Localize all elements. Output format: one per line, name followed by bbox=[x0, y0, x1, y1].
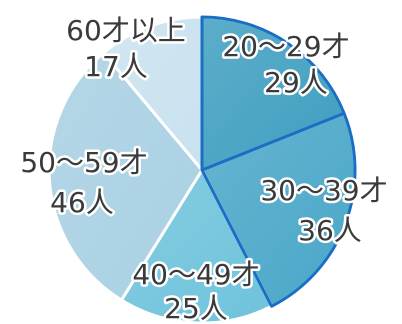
slice-category-label: 30～39才 bbox=[260, 174, 387, 207]
slice-value-label: 17人 bbox=[84, 50, 148, 83]
slice-category-label: 20～29才 bbox=[222, 30, 349, 63]
pie-slices bbox=[47, 15, 357, 324]
pie-slice-outlines bbox=[200, 15, 357, 308]
slice-value-label: 36人 bbox=[298, 214, 362, 247]
pie-slice-3 bbox=[119, 166, 274, 324]
pie-slice-outline-2 bbox=[200, 111, 357, 308]
pie-slice-outline-1 bbox=[200, 15, 346, 172]
slice-category-label: 40～49才 bbox=[132, 258, 259, 291]
slice-value-label: 29人 bbox=[264, 66, 328, 99]
pie-slice-5 bbox=[101, 15, 204, 175]
slice-category-label: 60才以上 bbox=[66, 14, 186, 47]
slice-category-label: 50～59才 bbox=[20, 146, 147, 179]
pie-slice-4 bbox=[47, 50, 204, 303]
slice-value-label: 25人 bbox=[164, 292, 228, 324]
slice-value-label: 46人 bbox=[50, 186, 114, 219]
